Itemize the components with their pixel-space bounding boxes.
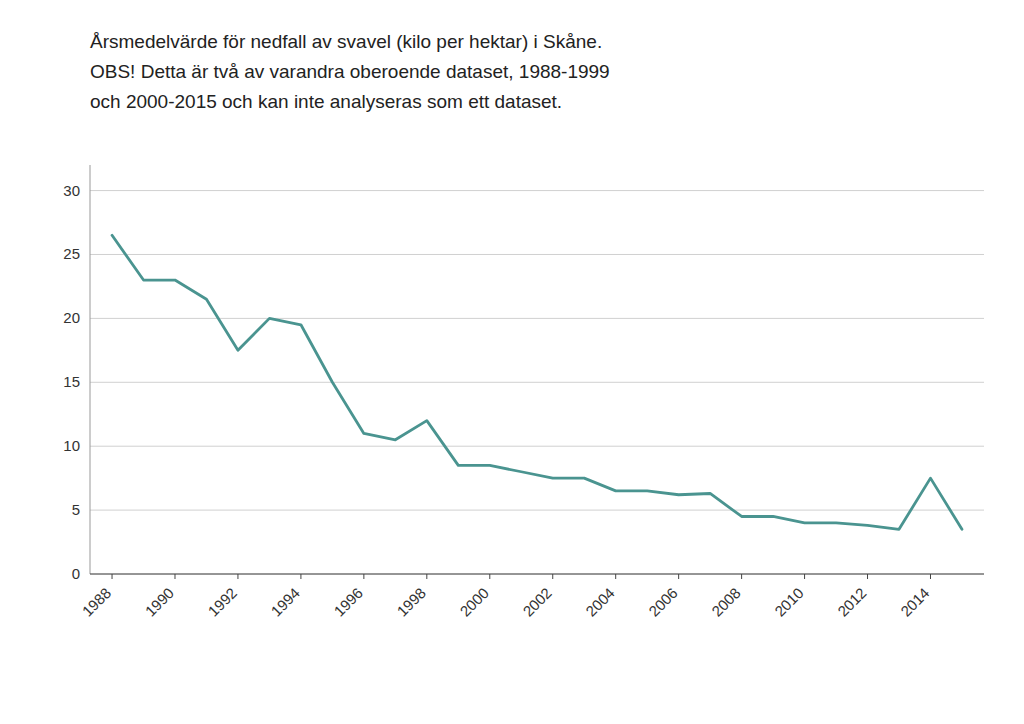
plot-area (112, 235, 962, 529)
grid-line (90, 574, 984, 575)
y-tick-label: 5 (72, 501, 80, 518)
y-tick-label: 0 (72, 565, 80, 582)
data-line (112, 235, 962, 529)
x-tick-label: 2014 (897, 584, 933, 620)
x-tick (552, 574, 553, 579)
x-tick (300, 574, 301, 579)
chart-container: Årsmedelvärde för nedfall av svavel (kil… (0, 0, 1024, 724)
grid-line (90, 446, 984, 447)
x-tick (237, 574, 238, 579)
grid-line (90, 254, 984, 255)
x-tick-label: 1988 (79, 584, 115, 620)
x-tick (867, 574, 868, 579)
x-tick (930, 574, 931, 579)
grid-line (90, 318, 984, 319)
x-tick (741, 574, 742, 579)
x-tick-label: 2000 (456, 584, 492, 620)
y-tick-label: 25 (63, 245, 80, 262)
y-tick-label: 15 (63, 373, 80, 390)
grid-line (90, 510, 984, 511)
chart: Årsmedelvärde för nedfall av svavel (kil… (0, 0, 1024, 724)
grid-line (90, 190, 984, 191)
x-axis-line (90, 573, 984, 574)
x-tick-label: 1996 (330, 584, 366, 620)
x-tick-label: 1998 (393, 584, 429, 620)
x-tick-label: 2004 (582, 584, 618, 620)
x-tick-label: 1992 (204, 584, 240, 620)
y-tick-label: 30 (63, 182, 80, 199)
x-tick (426, 574, 427, 579)
y-axis-line (90, 165, 91, 574)
title: Årsmedelvärde för nedfall av svavel (kil… (90, 31, 602, 52)
x-tick (804, 574, 805, 579)
x-tick-label: 2008 (708, 584, 744, 620)
x-tick (363, 574, 364, 579)
x-tick-label: 2006 (645, 584, 681, 620)
grid-line (90, 382, 984, 383)
y-tick-label: 20 (63, 309, 80, 326)
y-tick-label: 10 (63, 437, 80, 454)
title: OBS! Detta är två av varandra oberoende … (90, 61, 610, 82)
x-tick-label: 2002 (519, 584, 555, 620)
title: och 2000-2015 och kan inte analyseras so… (90, 91, 562, 112)
x-tick (489, 574, 490, 579)
x-tick-label: 2010 (771, 584, 807, 620)
x-tick-label: 2012 (834, 584, 870, 620)
x-tick (678, 574, 679, 579)
x-tick-label: 1990 (141, 584, 177, 620)
x-tick (615, 574, 616, 579)
grid (90, 191, 984, 574)
x-tick (174, 574, 175, 579)
x-tick-label: 1994 (267, 584, 303, 620)
x-tick (112, 574, 113, 579)
